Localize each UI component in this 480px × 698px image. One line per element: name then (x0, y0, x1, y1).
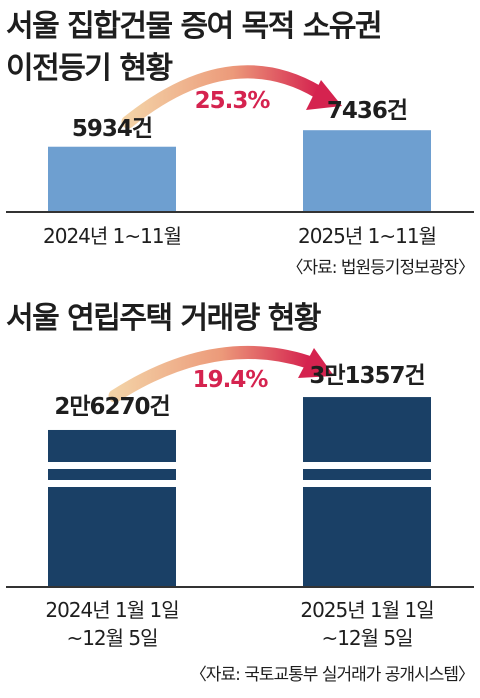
chart1-arrow (121, 65, 342, 129)
chart1-growth-arrowhead (306, 80, 342, 110)
chart1-growth-arrow-shaft (121, 65, 325, 129)
chart2-category-label-0-line2: ~12월 5일 (66, 626, 157, 650)
chart1-bar-1 (303, 130, 431, 212)
chart2-source: 〈자료: 국토교통부 실거래가 공개시스템〉 (190, 665, 474, 685)
chart2-category-label-0-line1: 2024년 1월 1일 (45, 598, 178, 622)
chart2-bar-1-axis-break-0 (303, 462, 431, 469)
chart1-title-line1: 서울 집합건물 증여 목적 소유권 (6, 9, 381, 44)
chart1-source: 〈자료: 법원등기정보광장〉 (286, 258, 474, 278)
chart2-bar-0-axis-break-1 (48, 480, 176, 487)
chart2-bar-1-axis-break-1 (303, 480, 431, 487)
chart2-category-label-1-line1: 2025년 1월 1일 (300, 598, 433, 622)
chart2-bar-0-axis-break-0 (48, 462, 176, 469)
chart1-category-label-1: 2025년 1~11월 (298, 224, 436, 248)
chart2-change-label: 19.4% (193, 367, 269, 393)
chart1-bar-0 (48, 146, 176, 212)
chart2-growth-arrow-shaft (108, 345, 315, 403)
chart1-title-line2: 이전등기 현황 (6, 51, 172, 86)
chart2-title: 서울 연립주택 거래량 현황 (6, 301, 321, 336)
chart2-bars (48, 397, 431, 587)
chart2-category-label-1-line2: ~12월 5일 (321, 626, 412, 650)
chart1-bars (48, 130, 431, 212)
chart2-bar-0 (48, 429, 176, 587)
chart1-category-label-0: 2024년 1~11월 (43, 224, 181, 248)
chart1-value-label-1: 7436건 (327, 98, 407, 124)
chart2-bar-1 (303, 397, 431, 587)
chart1-value-label-0: 5934건 (72, 116, 152, 142)
chart2-value-label-0: 2만6270건 (54, 394, 169, 420)
chart2-growth-arrowhead (298, 348, 334, 378)
chart2-value-label-1: 3만1357건 (309, 363, 424, 389)
chart2-arrow (108, 345, 334, 403)
chart1-change-label: 25.3% (195, 88, 271, 114)
